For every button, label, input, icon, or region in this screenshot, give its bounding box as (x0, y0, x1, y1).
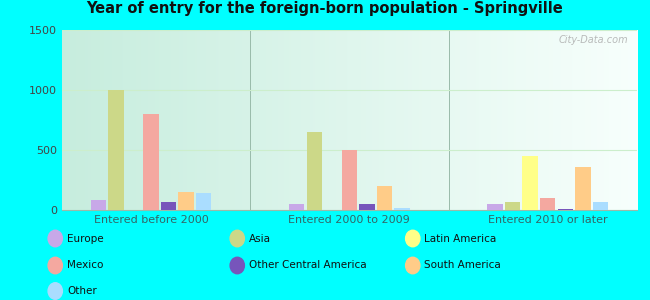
Bar (395, 208, 410, 210)
Text: Year of entry for the foreign-born population - Springville: Year of entry for the foreign-born popul… (86, 2, 564, 16)
Bar (558, 209, 573, 210)
Bar (178, 192, 194, 210)
Bar (307, 132, 322, 210)
Bar (505, 202, 521, 210)
Text: City-Data.com: City-Data.com (559, 35, 629, 45)
Bar (289, 204, 304, 210)
Text: Other: Other (67, 286, 97, 296)
Bar (593, 202, 608, 210)
Text: Asia: Asia (249, 233, 271, 244)
Bar (196, 193, 211, 210)
Bar (108, 90, 124, 210)
Bar (90, 200, 106, 210)
Bar (342, 150, 357, 210)
Bar (143, 114, 159, 210)
Text: Latin America: Latin America (424, 233, 497, 244)
Bar (359, 204, 374, 210)
Text: Europe: Europe (67, 233, 103, 244)
Bar (377, 186, 392, 210)
Bar (540, 198, 556, 210)
Bar (161, 202, 176, 210)
Bar (575, 167, 591, 210)
Text: Mexico: Mexico (67, 260, 103, 271)
Text: South America: South America (424, 260, 501, 271)
Text: Other Central America: Other Central America (249, 260, 367, 271)
Bar (523, 156, 538, 210)
Bar (488, 204, 502, 210)
